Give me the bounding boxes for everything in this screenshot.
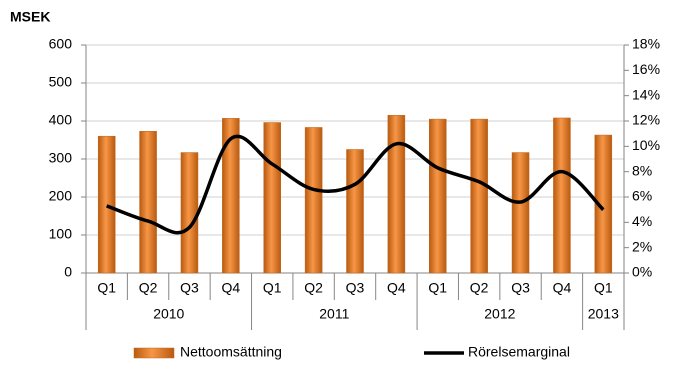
y-tick-label: 100 xyxy=(49,226,73,242)
bar xyxy=(553,117,571,274)
bar xyxy=(429,118,447,274)
x-tick-label: Q2 xyxy=(304,280,323,296)
x-tick-label: Q1 xyxy=(97,280,116,296)
x-tick-label: Q2 xyxy=(470,280,489,296)
y2-tick-label: 6% xyxy=(632,188,652,204)
y2-tick-label: 10% xyxy=(632,137,660,153)
year-label: 2011 xyxy=(319,306,349,322)
bar xyxy=(263,122,281,274)
bar xyxy=(387,115,406,274)
bar xyxy=(594,134,613,274)
x-tick-label: Q1 xyxy=(594,280,613,296)
year-label: 2010 xyxy=(153,306,184,322)
x-tick-label: Q1 xyxy=(428,280,447,296)
y2-tick-label: 18% xyxy=(632,36,660,52)
x-tick-label: Q4 xyxy=(222,280,241,296)
bar xyxy=(304,127,323,274)
x-tick-label: Q1 xyxy=(263,280,282,296)
legend-label: Rörelsemarginal xyxy=(468,344,570,360)
y2-tick-label: 8% xyxy=(632,162,652,178)
bar xyxy=(97,135,116,274)
x-tick-label: Q4 xyxy=(553,280,572,296)
y-tick-label: 200 xyxy=(49,188,73,204)
bar xyxy=(180,152,199,274)
y2-tick-label: 0% xyxy=(632,264,652,280)
y-tick-label: 300 xyxy=(49,150,73,166)
bar xyxy=(470,118,488,274)
bar xyxy=(346,149,364,274)
line xyxy=(106,134,605,235)
y2-tick-label: 16% xyxy=(632,61,660,77)
legend-swatch xyxy=(133,347,175,359)
chart-title: MSEK xyxy=(10,9,50,25)
y2-tick-label: 4% xyxy=(632,213,652,229)
y2-tick-label: 12% xyxy=(632,112,660,128)
bar xyxy=(222,118,240,274)
legend-label: Nettoomsättning xyxy=(180,344,282,360)
y2-tick-label: 2% xyxy=(632,238,652,254)
y-tick-label: 400 xyxy=(49,112,73,128)
y2-tick-label: 14% xyxy=(632,86,660,102)
year-label: 2012 xyxy=(484,306,515,322)
y-tick-label: 0 xyxy=(64,264,72,280)
y-tick-label: 500 xyxy=(49,74,73,90)
x-tick-label: Q3 xyxy=(346,280,365,296)
x-tick-label: Q3 xyxy=(180,280,199,296)
x-tick-label: Q2 xyxy=(139,280,158,296)
bar xyxy=(511,152,530,274)
y-tick-label: 600 xyxy=(49,36,73,52)
bar xyxy=(139,131,157,274)
x-tick-label: Q4 xyxy=(387,280,406,296)
year-label: 2013 xyxy=(588,306,619,322)
x-tick-label: Q3 xyxy=(511,280,530,296)
